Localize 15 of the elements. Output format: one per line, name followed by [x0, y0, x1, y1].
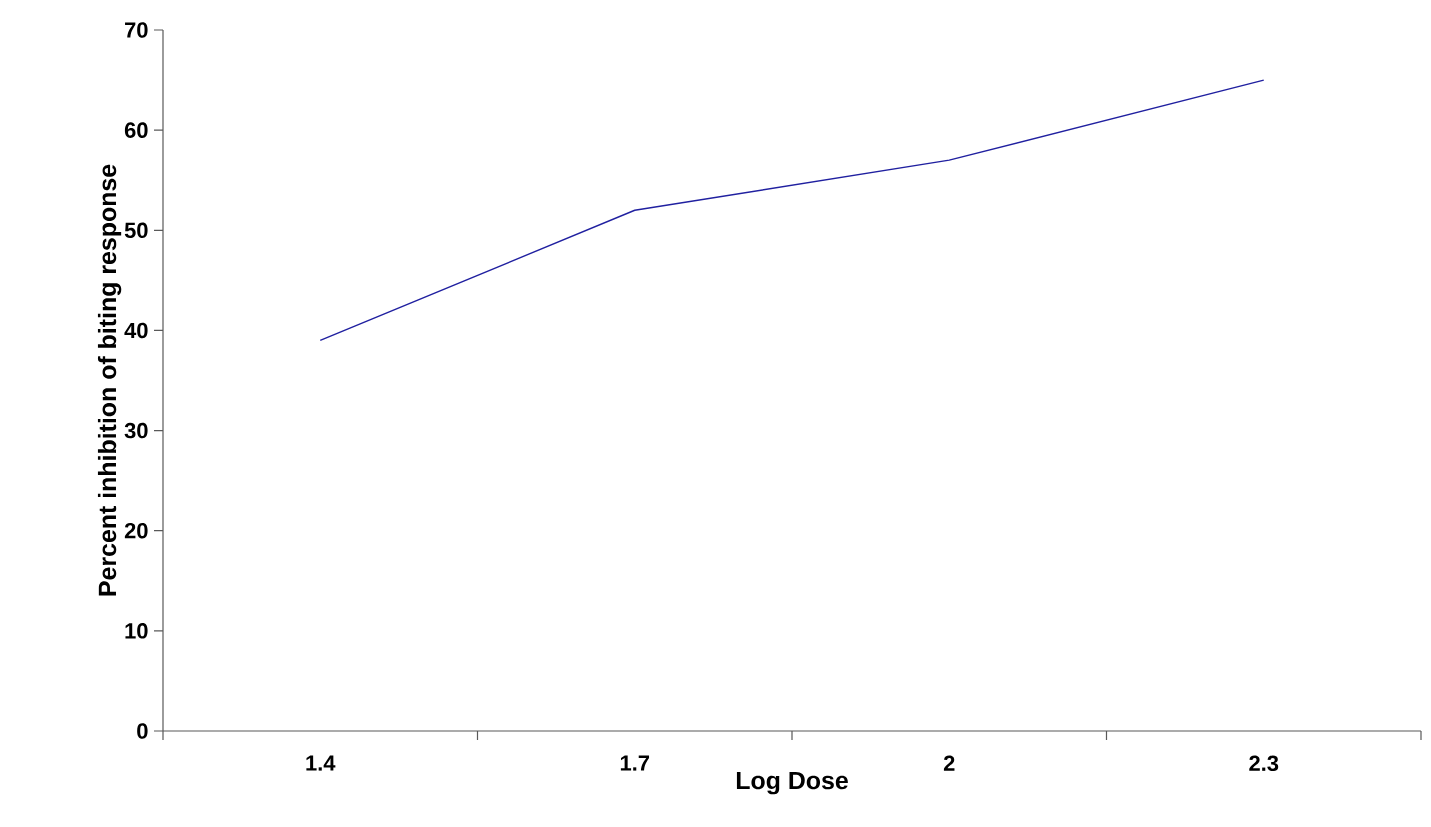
y-tick-label: 40 [124, 322, 148, 339]
x-tick-label: 2 [943, 755, 955, 771]
y-tick-label: 60 [124, 122, 148, 138]
y-tick-label: 20 [124, 522, 148, 539]
y-tick-label: 10 [125, 623, 148, 639]
y-tick-label: 50 [124, 222, 148, 239]
y-axis-title: Percent inhibition of biting response [97, 164, 122, 596]
line-series [319, 79, 1265, 342]
x-tick-label: 2.3 [1249, 755, 1279, 772]
x-axis-title: Log Dose [736, 771, 848, 795]
y-tick-label: 30 [124, 422, 148, 439]
x-tick-label: 1.7 [620, 755, 650, 771]
x-tick-label: 1.4 [306, 755, 336, 771]
y-tick-label: 70 [125, 22, 148, 38]
y-tick-label: 0 [137, 723, 148, 739]
